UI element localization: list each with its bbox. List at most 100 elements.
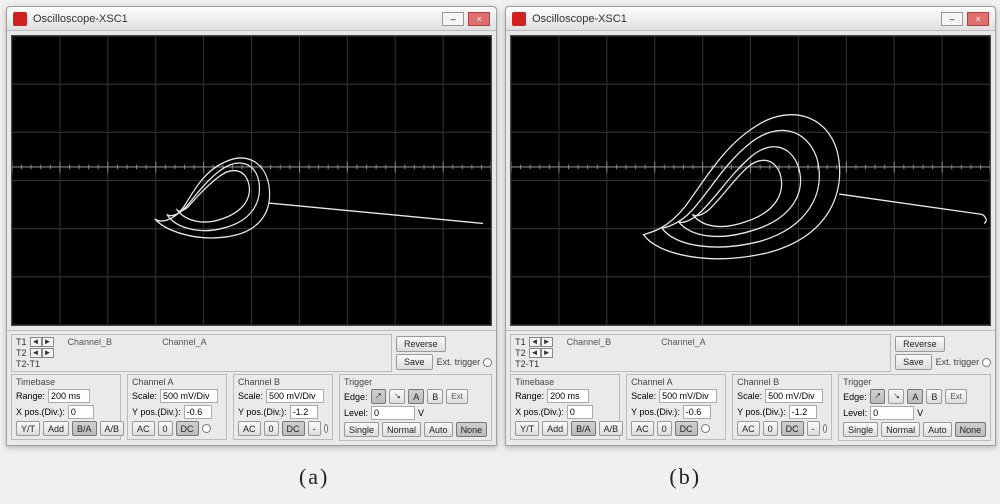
close-button[interactable]: × [468,12,490,26]
window-buttons: – × [442,12,490,26]
trig-single[interactable]: Single [843,422,878,437]
edge-fall[interactable]: ⭨ [389,389,405,404]
channel-a-panel: Channel A Scale:500 mV/Div Y pos.(Div.):… [127,374,227,440]
trigger-panel: Trigger Edge: ⭧ ⭨ A B Ext Level:0V Singl… [339,374,492,441]
trig-single[interactable]: Single [344,422,379,437]
t1-left[interactable]: ◄ [30,337,42,347]
chb-scale-label: Scale: [238,391,263,401]
edge-rise[interactable]: ⭧ [870,389,886,404]
range-input[interactable]: 200 ms [48,389,90,403]
chb-scale-input[interactable]: 500 mV/Div [266,389,324,403]
cha-ac[interactable]: AC [132,421,155,436]
t2-right[interactable]: ► [42,348,54,358]
grid-b [511,36,990,325]
reverse-button[interactable]: Reverse [396,336,446,352]
trig-none[interactable]: None [955,422,987,437]
cha-ypos-label: Y pos.(Div.): [631,407,680,417]
minimize-button[interactable]: – [442,12,464,26]
t1-label: T1 [515,337,526,347]
save-button[interactable]: Save [895,354,932,370]
range-input[interactable]: 200 ms [547,389,589,403]
chb-ac[interactable]: AC [238,421,261,436]
level-label: Level: [843,408,867,418]
cha-dot [701,424,710,433]
yt-button[interactable]: Y/T [16,421,40,436]
ext-trigger-dot [483,358,492,367]
trig-auto[interactable]: Auto [424,422,453,437]
chb-ac[interactable]: AC [737,421,760,436]
ext-trigger-label: Ext. trigger [936,357,980,367]
ba-button[interactable]: B/A [72,421,97,436]
t2-left[interactable]: ◄ [529,348,541,358]
xpos-input[interactable]: 0 [567,405,593,419]
titlebar: Oscilloscope-XSC1 – × [7,7,496,31]
edge-a[interactable]: A [408,389,424,404]
cha-hdr: Channel A [132,377,222,387]
trig-auto[interactable]: Auto [923,422,952,437]
t2-right[interactable]: ► [541,348,553,358]
add-button[interactable]: Add [43,421,69,436]
trig-normal[interactable]: Normal [881,422,920,437]
reverse-button[interactable]: Reverse [895,336,945,352]
level-input[interactable]: 0 [371,406,415,420]
scope-window-a: Oscilloscope-XSC1 – × T1 ◄► T2 ◄► [6,6,497,446]
timebase-hdr: Timebase [16,377,116,387]
chb-0[interactable]: 0 [264,421,279,436]
edge-b[interactable]: B [427,389,443,404]
edge-fall[interactable]: ⭨ [888,389,904,404]
save-button[interactable]: Save [396,354,433,370]
edge-ext[interactable]: Ext [945,389,967,404]
app-icon [13,12,27,26]
level-input[interactable]: 0 [870,406,914,420]
chb-dc[interactable]: DC [781,421,804,436]
t1-right[interactable]: ► [541,337,553,347]
cha-ypos-input[interactable]: -0.6 [184,405,212,419]
cursor-chb: Channel_B [567,337,612,347]
ext-trigger-dot [982,358,991,367]
window-buttons: – × [941,12,989,26]
cha-dc[interactable]: DC [176,421,199,436]
edge-ext[interactable]: Ext [446,389,468,404]
edge-a[interactable]: A [907,389,923,404]
chb-ypos-input[interactable]: -1.2 [789,405,817,419]
level-unit: V [418,408,424,418]
scope-svg [511,36,990,325]
cha-ac[interactable]: AC [631,421,654,436]
xpos-label: X pos.(Div.): [16,407,65,417]
close-button[interactable]: × [967,12,989,26]
minimize-button[interactable]: – [941,12,963,26]
chb-dc[interactable]: DC [282,421,305,436]
level-unit: V [917,408,923,418]
timebase-panel: Timebase Range:200 ms X pos.(Div.):0 Y/T… [510,374,620,440]
cha-0[interactable]: 0 [657,421,672,436]
cha-scale-input[interactable]: 500 mV/Div [160,389,218,403]
cha-ypos-input[interactable]: -0.6 [683,405,711,419]
timebase-panel: Timebase Range:200 ms X pos.(Div.):0 Y/T… [11,374,121,440]
edge-rise[interactable]: ⭧ [371,389,387,404]
cha-0[interactable]: 0 [158,421,173,436]
trig-none[interactable]: None [456,422,488,437]
chb-minus[interactable]: - [308,421,321,436]
ab-button[interactable]: A/B [100,421,125,436]
cha-scale-label: Scale: [132,391,157,401]
add-button[interactable]: Add [542,421,568,436]
xpos-input[interactable]: 0 [68,405,94,419]
cha-scale-input[interactable]: 500 mV/Div [659,389,717,403]
t1-right[interactable]: ► [42,337,54,347]
ba-button[interactable]: B/A [571,421,596,436]
chb-minus[interactable]: - [807,421,820,436]
chb-ypos-label: Y pos.(Div.): [238,407,287,417]
scope-screen [510,35,991,326]
ab-button[interactable]: A/B [599,421,624,436]
cha-dc[interactable]: DC [675,421,698,436]
chb-ypos-input[interactable]: -1.2 [290,405,318,419]
edge-label: Edge: [344,392,368,402]
t2-left[interactable]: ◄ [30,348,42,358]
trig-normal[interactable]: Normal [382,422,421,437]
chb-scale-input[interactable]: 500 mV/Div [765,389,823,403]
edge-b[interactable]: B [926,389,942,404]
subplot-labels: (a) (b) [6,464,994,490]
chb-0[interactable]: 0 [763,421,778,436]
t1-left[interactable]: ◄ [529,337,541,347]
yt-button[interactable]: Y/T [515,421,539,436]
